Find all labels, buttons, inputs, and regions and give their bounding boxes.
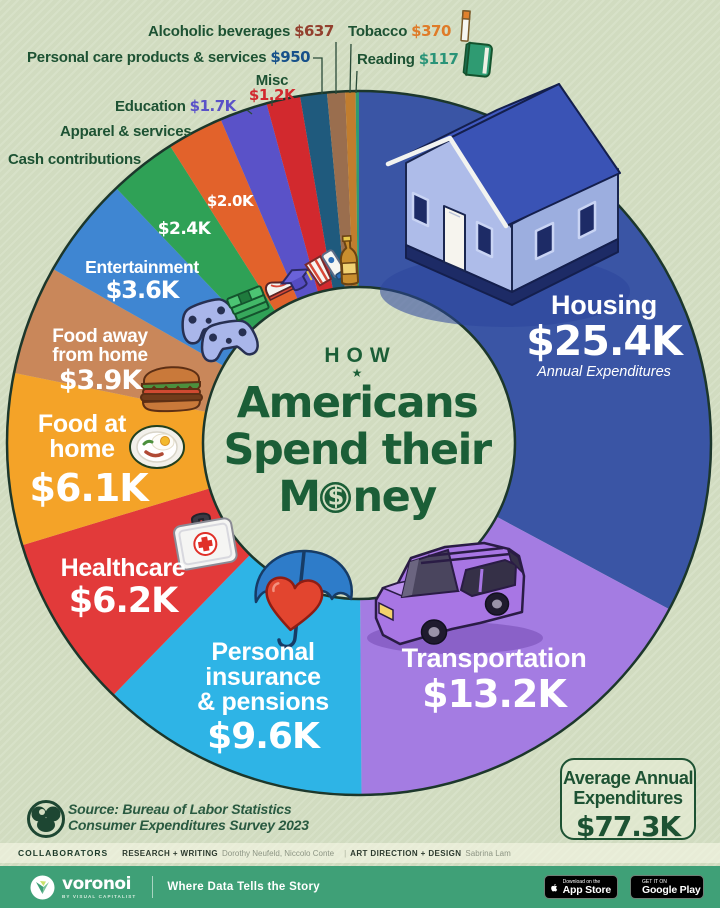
value-cash: $2.4K (157, 219, 211, 239)
footer-bar: voronoi BY VISUAL CAPITALIST Where Data … (0, 866, 720, 908)
app-store-badge[interactable]: Download on the App Store (544, 875, 618, 899)
value-apparel: $2.0K (206, 192, 254, 210)
label-healthcare: Healthcare $6.2K (60, 554, 186, 621)
donut-outer-outline (5, 89, 713, 797)
plate-icon (129, 425, 185, 469)
footer-divider (152, 876, 154, 898)
segment-tobacco (345, 91, 358, 288)
average-expenditures-box: Average Annual Expenditures $77.3K (560, 758, 696, 843)
label-cash: Cash contributions (8, 151, 142, 168)
source-note: Source: Bureau of Labor Statistics Consu… (68, 801, 309, 833)
google-play-badge[interactable]: GET IT ON Google Play (630, 875, 704, 899)
label-entertainment: Entertainment $3.6K (85, 257, 199, 304)
label-personal-care: Personal care products & services $950 (27, 48, 311, 66)
donut-inner-outline (201, 285, 517, 601)
segment-apparel-services (170, 119, 298, 312)
burger-icon (140, 366, 203, 413)
cigarette-icon (460, 9, 471, 42)
segment-reading (355, 91, 359, 288)
label-food-away: Food away from home $3.9K (52, 326, 148, 396)
leader-education (246, 109, 253, 115)
label-reading: Reading $117 (357, 50, 459, 68)
leader-lines (246, 42, 358, 115)
apple-logo-icon (551, 883, 558, 891)
house-icon (380, 83, 630, 327)
voronoi-brand[interactable]: voronoi BY VISUAL CAPITALIST (30, 875, 136, 900)
label-personal-insurance: Personal insurance & pensions $9.6K (197, 638, 329, 757)
book-icon (462, 41, 493, 78)
label-transportation: Transportation $13.2K (401, 643, 587, 716)
car-icon (367, 541, 543, 654)
label-misc: Misc $1.2K (248, 72, 296, 104)
title-kicker: HOW (324, 344, 397, 367)
dollar-coin-icon: $ (320, 482, 352, 513)
leader-personal-care (313, 57, 323, 94)
segment-food-at-home (6, 372, 210, 546)
money-stack-icon (226, 285, 270, 322)
label-alcoholic: Alcoholic beverages $637 (148, 22, 334, 40)
umbrella-icon (254, 549, 354, 649)
title-main: Americans Spend their M $ ney (223, 378, 492, 522)
segment-misc (266, 95, 333, 293)
star-icon: ★ (351, 366, 363, 380)
collaborators-bar: COLLABORATORS RESEARCH + WRITING Dorothy… (0, 843, 720, 863)
game-controllers-icon (181, 298, 259, 363)
donut-outlines (5, 89, 713, 797)
chart-title: HOW ★ Americans Spend their M $ ney (187, 344, 527, 521)
first-aid-kit-icon (173, 512, 238, 571)
segment-cash-contributions (116, 145, 276, 331)
donut-segments (6, 91, 712, 795)
leader-tobacco (349, 43, 352, 94)
label-food-at-home: Food at home $6.1K (29, 410, 149, 510)
leader-reading (355, 70, 358, 94)
footer-tagline: Where Data Tells the Story (167, 881, 320, 893)
label-apparel: Apparel & services (60, 123, 192, 140)
voronoi-logo-icon (30, 875, 55, 899)
beer-bottle-icon (339, 235, 360, 286)
label-tobacco: Tobacco $370 (348, 22, 451, 40)
source-logo-icon (27, 800, 65, 838)
label-housing: Housing $25.4K Annual Expenditures (526, 290, 682, 381)
label-education: Education $1.7K (115, 97, 236, 115)
segment-education (220, 103, 319, 300)
misc-box-icon (304, 254, 333, 287)
segment-personal-care-products-services (299, 92, 345, 290)
graduation-cap-icon (279, 268, 313, 292)
